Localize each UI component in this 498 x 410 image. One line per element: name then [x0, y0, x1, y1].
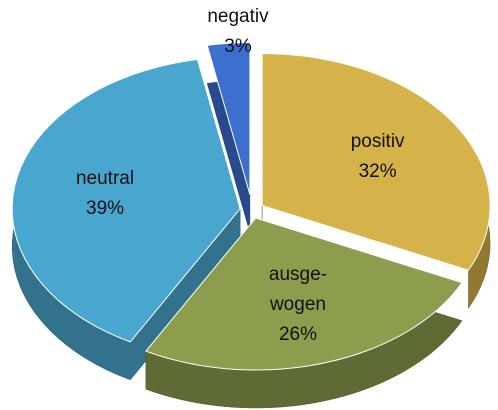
slice [11, 58, 241, 343]
slice [206, 42, 251, 195]
slice-label: positiv [350, 130, 405, 152]
slice [145, 217, 463, 371]
slice-label: ausge- wogen [268, 263, 328, 315]
slice-label: negativ [207, 6, 269, 27]
slice [261, 52, 491, 271]
slice-value-label: 39% [86, 198, 125, 220]
slice-label: neutral [75, 168, 135, 190]
slice-value-label: 26% [278, 323, 317, 345]
slice-value-label: 3% [224, 36, 252, 57]
slice-value-label: 32% [358, 160, 397, 182]
